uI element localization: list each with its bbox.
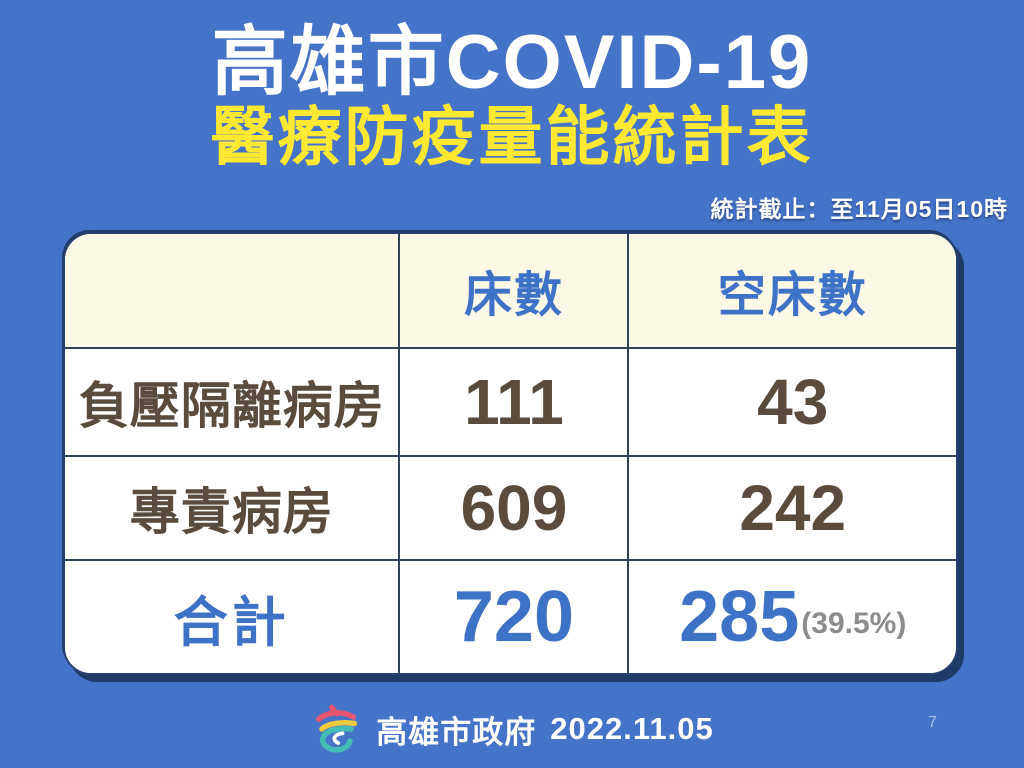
title-block: 高雄市COVID-19 醫療防疫量能統計表 (0, 0, 1024, 171)
row-total-beds: 720 (400, 561, 630, 673)
row-negative-pressure-empty-beds: 43 (629, 348, 956, 457)
footer-org: 高雄市政府 (376, 714, 537, 750)
row-total-empty-beds: 285 (39.5%) (629, 561, 956, 673)
total-empty-beds-percentage: (39.5%) (801, 607, 907, 640)
capacity-table: 床數 空床數 負壓隔離病房 111 43 專責病房 609 242 合計 720… (63, 232, 958, 675)
capacity-table-grid: 床數 空床數 負壓隔離病房 111 43 專責病房 609 242 合計 720… (65, 234, 956, 673)
slide-title-line2: 醫療防疫量能統計表 (210, 101, 814, 174)
row-dedicated-ward-label: 專責病房 (65, 456, 401, 562)
page-number: 7 (928, 714, 937, 731)
row-dedicated-ward-beds: 609 (400, 456, 630, 562)
row-dedicated-ward-empty-beds: 242 (629, 456, 956, 562)
row-negative-pressure-label: 負壓隔離病房 (65, 348, 401, 457)
kaohsiung-city-logo-icon (316, 704, 358, 753)
row-total-label: 合計 (65, 561, 401, 673)
header-cell-empty-beds: 空床數 (629, 234, 956, 349)
header-cell-empty (65, 234, 401, 349)
header-cell-beds: 床數 (400, 234, 630, 349)
slide-title-line1: 高雄市COVID-19 (211, 20, 813, 105)
footer-date: 2022.11.05 (550, 711, 714, 746)
footer: 高雄市政府 2022.11.05 (0, 703, 1024, 755)
row-negative-pressure-beds: 111 (400, 348, 630, 457)
data-cutoff-note: 統計截止：至11月05日10時 (710, 196, 1008, 222)
total-empty-beds-value: 285 (679, 577, 800, 657)
